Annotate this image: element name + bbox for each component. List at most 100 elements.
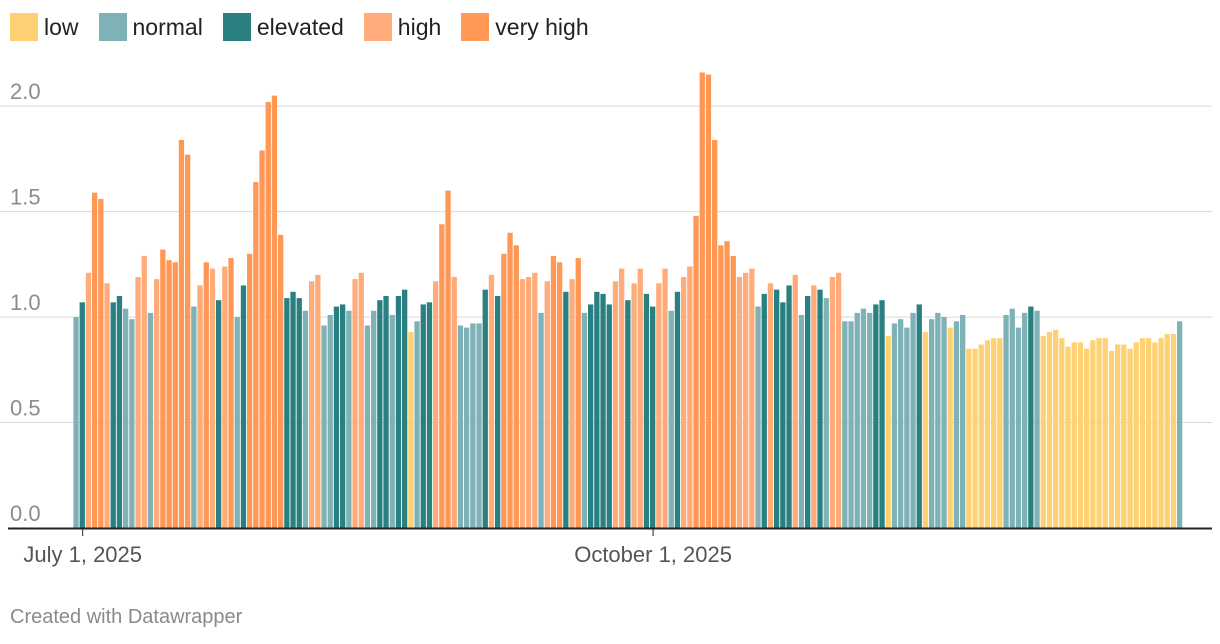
bar-2025-08-26 <box>426 302 433 528</box>
legend-label-low: low <box>44 13 79 40</box>
bar-2025-10-28 <box>817 289 823 528</box>
bar-2025-12-14 <box>1108 350 1115 528</box>
bar-2025-10-16 <box>743 272 749 528</box>
bar-2025-12-23 <box>1164 333 1170 528</box>
bar-2025-11-14 <box>922 331 929 528</box>
bar-2025-08-09 <box>321 325 327 528</box>
y-tick-label: 1.5 <box>10 185 41 210</box>
bar-2025-11-09 <box>891 323 898 528</box>
y-tick-label: 2.0 <box>10 79 41 104</box>
legend-label-high: high <box>397 13 442 40</box>
bar-2025-07-27 <box>240 285 247 528</box>
y-tick-label: 0.5 <box>10 396 41 421</box>
bar-2025-07-09 <box>129 319 135 528</box>
bar-2025-12-11 <box>1090 340 1096 528</box>
bar-2025-11-07 <box>879 300 885 528</box>
bar-2025-08-08 <box>315 274 321 528</box>
bar-2025-12-04 <box>1046 331 1053 528</box>
bar-2025-11-23 <box>978 344 984 528</box>
bar-2025-07-20 <box>197 285 203 528</box>
bars <box>73 72 1183 529</box>
bar-2025-09-25 <box>612 281 619 528</box>
bar-2025-10-07 <box>687 266 693 528</box>
bar-2025-11-15 <box>929 319 935 528</box>
bar-2025-12-13 <box>1102 338 1108 528</box>
bar-2025-08-25 <box>420 304 426 528</box>
bar-2025-10-05 <box>674 291 681 528</box>
bar-2025-07-26 <box>234 317 240 528</box>
bar-2025-11-18 <box>947 327 953 528</box>
bar-2025-11-30 <box>1022 312 1028 528</box>
legend-item-very-high: very high <box>461 13 589 41</box>
bar-chart: 0.0 0.5 1.0 1.5 2.0 July 1, 2025 October 1, 2… <box>0 72 1212 567</box>
bar-2025-11-27 <box>1003 314 1009 528</box>
bar-2025-09-06 <box>495 296 501 528</box>
bar-2025-07-15 <box>166 260 172 528</box>
x-tick-label: July 1, 2025 <box>23 542 142 567</box>
legend-item-high: high <box>363 13 442 41</box>
bar-2025-09-27 <box>625 300 631 528</box>
bar-2025-08-03 <box>284 298 290 528</box>
bar-2025-09-08 <box>507 232 513 529</box>
y-tick-label: 0.0 <box>10 501 41 526</box>
bar-2025-12-19 <box>1139 338 1146 528</box>
bar-2025-11-25 <box>991 338 997 528</box>
bar-2025-08-02 <box>278 234 284 528</box>
bar-2025-07-12 <box>147 312 154 528</box>
bar-2025-10-11 <box>712 139 718 528</box>
bar-2025-07-07 <box>116 296 123 528</box>
bar-2025-11-20 <box>960 314 966 528</box>
legend-label-elevated: elevated <box>256 13 344 40</box>
bar-2025-07-04 <box>98 198 104 529</box>
bar-2025-12-20 <box>1146 338 1152 528</box>
chart-legend: low normal elevated high very high <box>10 13 609 41</box>
bar-2025-11-29 <box>1015 327 1022 528</box>
bar-2025-10-08 <box>693 215 699 528</box>
bar-2025-12-01 <box>1028 306 1034 528</box>
legend-label-normal: normal <box>132 13 203 40</box>
bar-2025-07-18 <box>185 154 191 528</box>
bar-2025-12-18 <box>1133 342 1139 528</box>
y-tick-label: 1.0 <box>10 290 41 315</box>
bar-2025-11-08 <box>885 336 891 528</box>
bar-2025-09-22 <box>594 291 600 528</box>
legend-label-very-high: very high <box>495 13 589 40</box>
bar-2025-09-14 <box>544 281 550 528</box>
bar-2025-10-27 <box>811 285 817 528</box>
bar-2025-08-01 <box>271 95 278 528</box>
legend-item-normal: normal <box>98 13 203 41</box>
bar-2025-08-21 <box>395 296 402 528</box>
bar-2025-09-11 <box>526 277 532 528</box>
bar-2025-07-02 <box>85 272 92 528</box>
bar-2025-10-22 <box>780 302 786 528</box>
bar-2025-08-07 <box>309 281 315 528</box>
x-tick-label: October 1, 2025 <box>574 542 732 567</box>
credit-text: Created with Datawrapper <box>10 606 243 628</box>
bar-2025-11-13 <box>916 304 922 528</box>
bar-2025-12-06 <box>1059 338 1065 528</box>
bar-2025-08-13 <box>346 310 352 528</box>
bar-2025-10-19 <box>761 293 767 528</box>
bar-2025-07-31 <box>265 101 271 529</box>
bar-2025-10-26 <box>805 296 811 528</box>
bar-2025-11-28 <box>1009 308 1015 528</box>
bar-2025-08-19 <box>383 296 389 528</box>
bar-2025-07-25 <box>228 258 234 528</box>
bar-2025-09-18 <box>569 279 575 528</box>
bar-2025-09-23 <box>600 293 606 528</box>
bar-2025-08-22 <box>402 289 408 528</box>
bar-2025-08-24 <box>414 321 420 528</box>
bar-2025-12-05 <box>1053 329 1059 528</box>
bar-2025-08-10 <box>327 314 333 528</box>
bar-2025-07-28 <box>247 253 253 528</box>
bar-2025-10-10 <box>705 74 712 529</box>
bar-2025-08-05 <box>296 298 302 528</box>
x-axis-ticks: July 1, 2025 October 1, 2025 <box>23 528 732 567</box>
bar-2025-09-30 <box>643 293 650 528</box>
bar-2025-07-11 <box>141 255 147 528</box>
bar-2025-12-02 <box>1034 310 1040 528</box>
bar-2025-09-07 <box>501 253 507 528</box>
bar-2025-12-07 <box>1065 346 1071 528</box>
bar-2025-07-08 <box>123 308 129 528</box>
bar-2025-07-10 <box>135 277 141 528</box>
